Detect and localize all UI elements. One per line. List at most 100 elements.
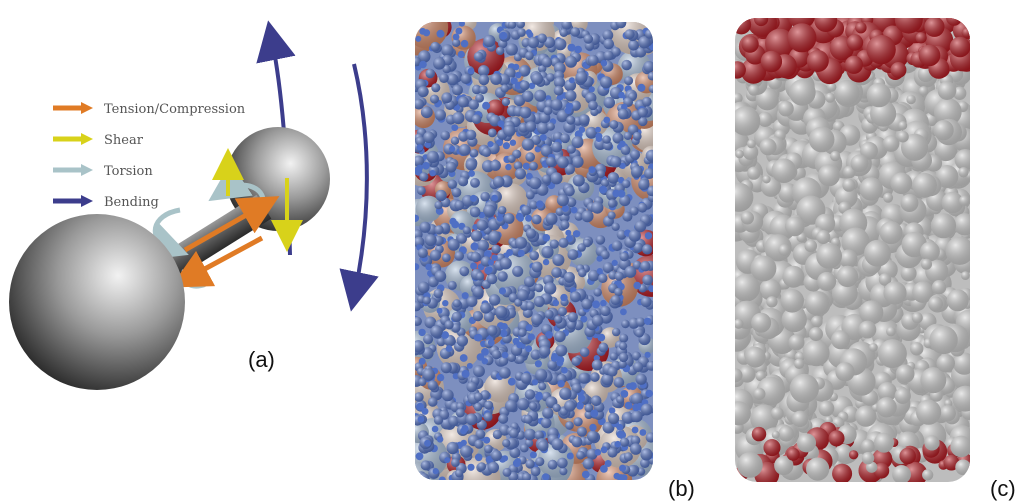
particle-small — [531, 379, 539, 386]
particle-small — [476, 353, 485, 361]
particle-small-shade — [529, 200, 538, 210]
particle-small-shade — [514, 298, 523, 307]
particle-small-shade — [447, 280, 457, 290]
particle-grey-shade — [895, 364, 915, 384]
particle-boundary-top-shade — [765, 28, 795, 59]
particle-small — [451, 124, 459, 131]
particle-small — [560, 293, 568, 302]
particle-boundary-top-shade — [946, 18, 962, 26]
particle-small — [467, 463, 475, 471]
particle-grey-shade — [788, 334, 805, 351]
particle-small-shade — [559, 387, 572, 400]
particle-small-shade — [490, 160, 501, 171]
particle-small-shade — [483, 204, 496, 217]
particle-small — [542, 234, 551, 242]
particle-small-shade — [558, 237, 569, 248]
particle-small-shade — [522, 90, 534, 102]
particle-small — [517, 249, 525, 257]
particle-small-shade — [582, 458, 595, 470]
particle-small — [502, 142, 510, 150]
particle-small-shade — [646, 361, 653, 371]
particle-small-shade — [422, 296, 431, 305]
particle-grey-shade — [876, 397, 897, 418]
particle-small-shade — [566, 144, 576, 154]
particle-small-shade — [611, 222, 620, 231]
particle-small-shade — [541, 56, 553, 68]
particle-small-shade — [425, 68, 435, 79]
particle-small-shade — [555, 344, 568, 357]
legend-label: Shear — [104, 133, 144, 148]
particle-small-shade — [593, 288, 602, 297]
particle-small-shade — [470, 178, 480, 188]
particle-boundary-top-shade — [846, 34, 864, 51]
particle-small-shade — [565, 186, 575, 197]
particle-small-shade — [533, 296, 545, 307]
particle-small-shade — [535, 457, 545, 467]
particle-small — [618, 91, 625, 99]
particle-small-shade — [565, 421, 574, 430]
particle-small-shade — [631, 165, 643, 178]
particle-grey-shade — [886, 326, 896, 337]
particle-grey-shade — [930, 213, 957, 239]
particle-small-shade — [591, 315, 604, 327]
particle-small-shade — [644, 168, 653, 179]
particle-small — [603, 116, 611, 124]
particle-small-shade — [564, 164, 575, 175]
particle-small-shade — [644, 29, 653, 39]
particle-grey-shade — [818, 164, 840, 187]
particle-small — [422, 29, 431, 37]
particle-small-shade — [610, 156, 622, 168]
particle-small-shade — [634, 220, 647, 233]
particle-small — [449, 145, 456, 152]
particle-small-shade — [422, 368, 435, 381]
particle-small-shade — [546, 122, 555, 131]
particle-small-shade — [499, 257, 512, 270]
particle-small-shade — [498, 413, 509, 424]
particle-small-shade — [611, 240, 623, 252]
particle-small — [461, 292, 469, 300]
particle-small-shade — [554, 315, 563, 324]
particle-small-shade — [603, 96, 615, 109]
particle-grey-shade — [789, 373, 820, 404]
particle-grey-shade — [803, 339, 830, 367]
particle-small-shade — [587, 430, 599, 442]
particle-small-shade — [611, 47, 621, 57]
particle-small — [509, 139, 517, 146]
particle-small-shade — [573, 417, 583, 427]
particle-small-shade — [502, 439, 511, 448]
particle-small-shade — [602, 135, 611, 144]
particle-small-shade — [557, 457, 568, 469]
particle-grey-shade — [859, 177, 883, 201]
particle-small-shade — [529, 177, 542, 190]
particle-small-shade — [630, 149, 641, 160]
particle-small — [422, 162, 430, 170]
particle-small — [432, 468, 439, 475]
particle-small — [431, 425, 439, 433]
particle-small — [561, 367, 568, 374]
particle-small — [459, 354, 468, 362]
particle-grey-shade — [742, 144, 759, 160]
particle-small-shade — [427, 380, 438, 391]
particle-small — [452, 33, 460, 41]
particle-small — [468, 170, 475, 177]
particle-small — [517, 214, 524, 222]
particle-grey-shade — [830, 151, 841, 162]
particle-small — [483, 436, 491, 444]
particle-small-shade — [602, 29, 614, 41]
particle-small — [588, 166, 596, 174]
particle-small — [644, 351, 651, 358]
particle-small-shade — [487, 128, 497, 138]
particle-small-shade — [499, 367, 511, 379]
particle-small-shade — [545, 212, 558, 225]
particle-small — [545, 331, 553, 339]
particle-small-shade — [470, 230, 483, 242]
particle-small — [470, 194, 477, 202]
particle-small — [536, 200, 544, 208]
particle-small-shade — [415, 392, 424, 402]
legend-arrow-icon — [81, 195, 93, 207]
particle-small-shade — [531, 72, 544, 85]
particle-grey-shade — [745, 346, 766, 368]
particle-small-shade — [635, 317, 646, 327]
particle-small-shade — [640, 296, 652, 308]
particle-small-shade — [618, 360, 627, 369]
